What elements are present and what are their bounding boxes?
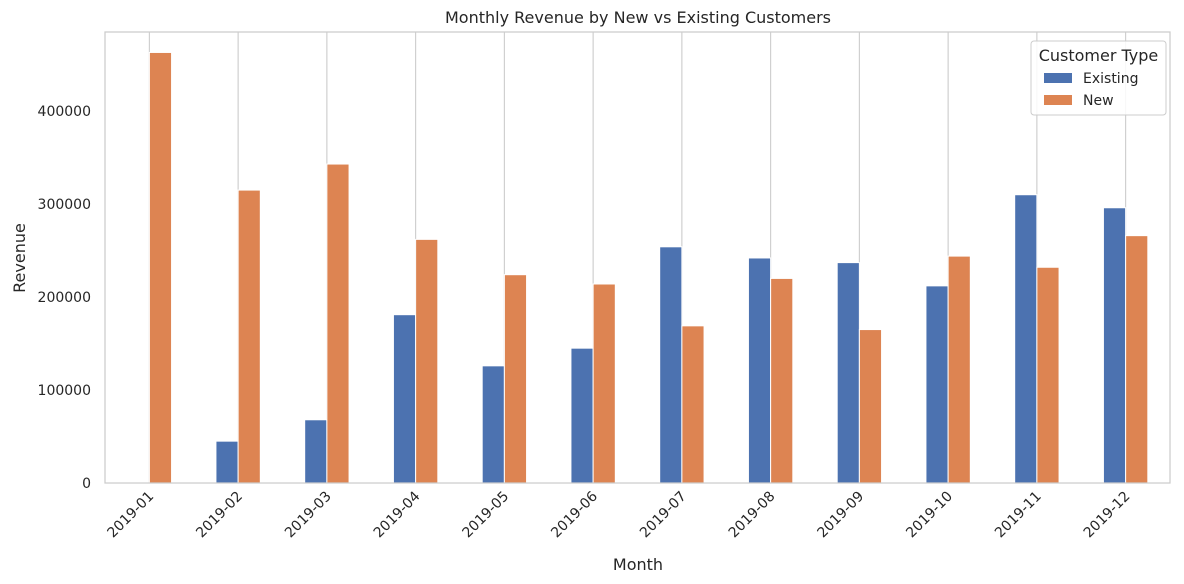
bar-new-2019-10 xyxy=(947,255,971,484)
y-tick-label: 0 xyxy=(82,476,91,492)
bar-new-2019-12 xyxy=(1125,235,1149,484)
plot-frame xyxy=(104,31,1171,484)
x-axis-label: Month xyxy=(613,555,663,574)
y-tick-label: 100000 xyxy=(38,383,91,399)
legend: Customer Type Existing New xyxy=(1030,40,1167,116)
x-tick-label: 2019-01 xyxy=(105,489,158,542)
x-tick-label: 2019-11 xyxy=(992,489,1045,542)
bar-new-2019-07 xyxy=(681,325,705,484)
bars-group xyxy=(148,51,1149,484)
bar-new-2019-02 xyxy=(237,189,261,484)
bar-existing-2019-05 xyxy=(481,365,505,484)
bar-existing-2019-10 xyxy=(925,285,949,484)
x-tick-label: 2019-05 xyxy=(460,489,513,542)
grid-lines xyxy=(148,32,1127,483)
bar-new-2019-05 xyxy=(503,274,528,484)
y-axis-label: Revenue xyxy=(10,223,29,293)
bar-new-2019-09 xyxy=(858,329,883,484)
x-tick-label: 2019-03 xyxy=(282,489,335,542)
x-tick-label: 2019-08 xyxy=(726,489,779,542)
bar-new-2019-06 xyxy=(592,283,616,484)
bar-new-2019-08 xyxy=(770,277,794,484)
bar-existing-2019-07 xyxy=(659,246,683,484)
bar-existing-2019-08 xyxy=(747,257,772,484)
bar-existing-2019-09 xyxy=(836,262,860,484)
x-tick-label: 2019-02 xyxy=(193,489,246,542)
bar-new-2019-01 xyxy=(148,51,173,484)
x-tick-label: 2019-10 xyxy=(903,489,956,542)
bar-existing-2019-06 xyxy=(570,347,594,484)
legend-title: Customer Type xyxy=(1039,46,1159,65)
legend-swatch-existing xyxy=(1044,73,1072,83)
x-tick-label: 2019-06 xyxy=(548,488,601,541)
chart-title: Monthly Revenue by New vs Existing Custo… xyxy=(445,8,831,27)
y-tick-label: 200000 xyxy=(38,290,91,306)
bar-existing-2019-02 xyxy=(215,440,239,484)
x-tick-label: 2019-09 xyxy=(815,489,868,542)
bar-existing-2019-03 xyxy=(304,419,328,484)
bar-existing-2019-11 xyxy=(1014,194,1038,484)
bar-new-2019-11 xyxy=(1036,266,1060,484)
bar-new-2019-03 xyxy=(326,163,350,484)
x-tick-label: 2019-07 xyxy=(637,489,690,542)
y-tick-label: 300000 xyxy=(38,197,91,213)
legend-label-new: New xyxy=(1083,93,1114,109)
x-tick-label: 2019-04 xyxy=(371,488,424,541)
x-axis-ticks: 2019-01 2019-02 2019-03 2019-04 2019-05 2019-… xyxy=(105,488,1134,541)
y-tick-label: 400000 xyxy=(38,104,91,120)
legend-label-existing: Existing xyxy=(1083,71,1138,87)
bar-existing-2019-04 xyxy=(392,314,417,484)
bar-new-2019-04 xyxy=(415,238,439,484)
y-axis-ticks: 0 100000 200000 300000 400000 xyxy=(38,104,91,492)
legend-swatch-new xyxy=(1044,95,1072,105)
x-tick-label: 2019-12 xyxy=(1081,489,1134,542)
bar-existing-2019-12 xyxy=(1102,207,1127,484)
